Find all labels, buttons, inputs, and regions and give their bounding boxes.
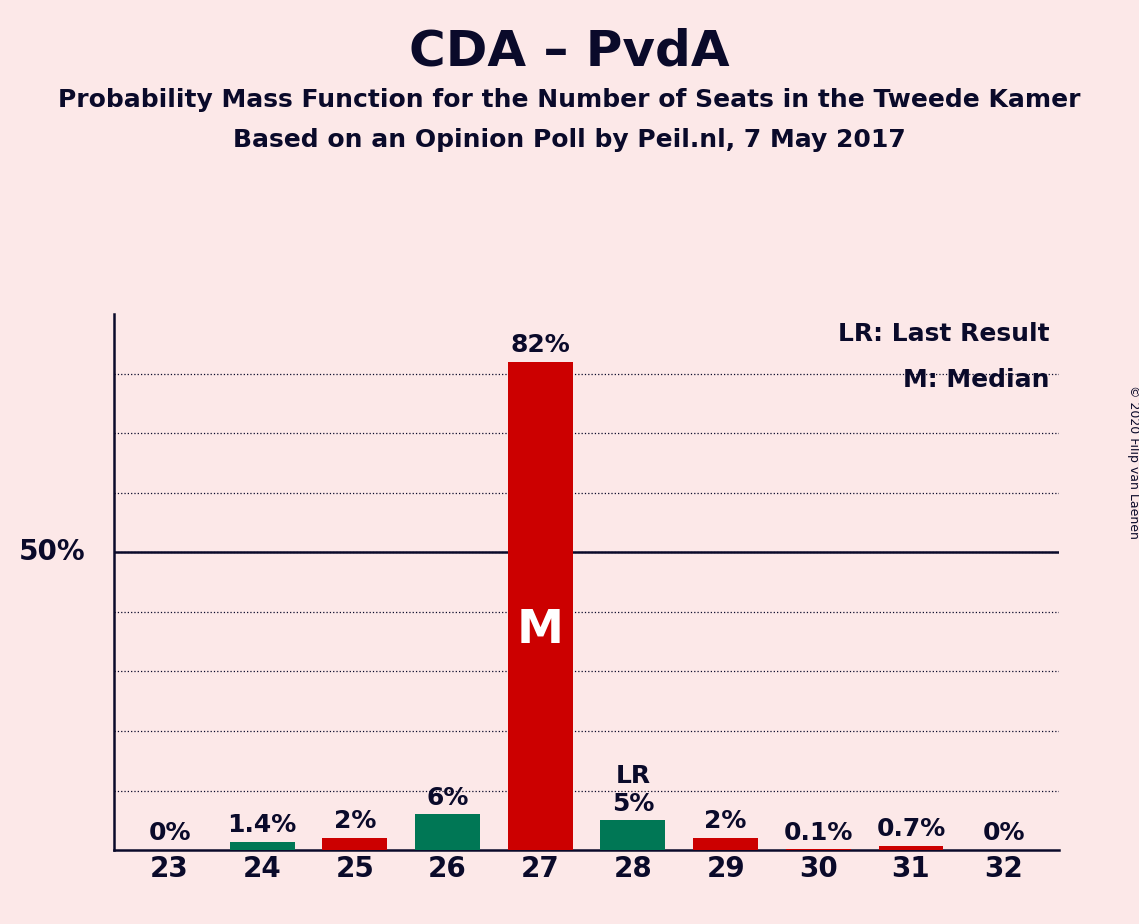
Text: 50%: 50%	[19, 539, 85, 566]
Bar	[878, 845, 943, 850]
Text: © 2020 Filip van Laenen: © 2020 Filip van Laenen	[1126, 385, 1139, 539]
Text: CDA – PvdA: CDA – PvdA	[409, 28, 730, 76]
Text: LR: Last Result: LR: Last Result	[838, 322, 1050, 346]
Text: M: M	[517, 608, 564, 653]
Bar	[694, 838, 759, 850]
Text: Probability Mass Function for the Number of Seats in the Tweede Kamer: Probability Mass Function for the Number…	[58, 88, 1081, 112]
Text: 6%: 6%	[426, 785, 469, 809]
Text: M: Median: M: Median	[903, 368, 1050, 392]
Bar	[415, 814, 480, 850]
Bar	[600, 821, 665, 850]
Bar	[322, 838, 387, 850]
Text: 5%: 5%	[612, 792, 654, 816]
Text: 0.1%: 0.1%	[784, 821, 853, 845]
Bar	[230, 842, 295, 850]
Text: 0%: 0%	[148, 821, 190, 845]
Text: Based on an Opinion Poll by Peil.nl, 7 May 2017: Based on an Opinion Poll by Peil.nl, 7 M…	[233, 128, 906, 152]
Text: 2%: 2%	[334, 809, 376, 833]
Text: 0%: 0%	[983, 821, 1025, 845]
Text: 1.4%: 1.4%	[228, 813, 297, 837]
Text: 0.7%: 0.7%	[876, 817, 945, 841]
Text: 2%: 2%	[704, 809, 747, 833]
Bar	[508, 362, 573, 850]
Text: 82%: 82%	[510, 333, 571, 357]
Text: LR: LR	[615, 763, 650, 787]
